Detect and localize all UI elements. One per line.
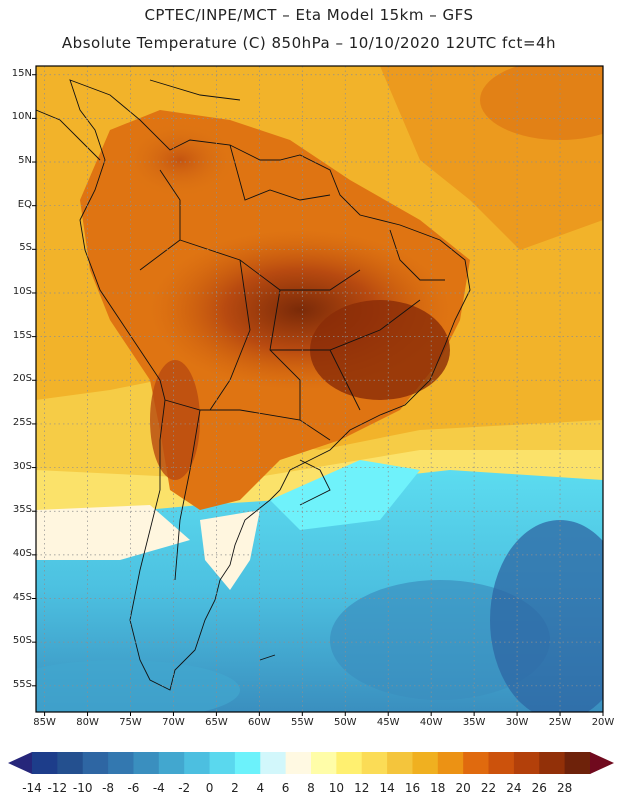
- colorbar-swatch: [184, 752, 211, 774]
- colorbar: [8, 752, 614, 774]
- lon-tick-label: 25W: [548, 717, 572, 728]
- colorbar-label: 28: [556, 781, 573, 795]
- colorbar-label: 24: [506, 781, 522, 795]
- colorbar-label: 12: [354, 781, 370, 795]
- lat-tick-label: 30S: [12, 460, 32, 472]
- colorbar-label: 4: [256, 781, 265, 795]
- lon-tick-label: 45W: [376, 717, 400, 728]
- lon-tick-label: 80W: [76, 717, 99, 728]
- lon-tick-label: 20W: [591, 717, 615, 728]
- lon-tick-label: 40W: [419, 717, 443, 728]
- colorbar-swatch: [513, 752, 540, 774]
- colorbar-label: -2: [178, 781, 191, 795]
- gridlines: [36, 66, 603, 712]
- lon-tick-label: 55W: [291, 717, 314, 728]
- colorbar-label: 26: [531, 781, 547, 795]
- temperature-map: [32, 65, 604, 716]
- map-frame: [35, 65, 604, 713]
- lon-tick-label: 65W: [205, 717, 228, 728]
- colorbar-label: 20: [455, 781, 471, 795]
- colorbar-swatch: [539, 752, 566, 774]
- colorbar-label: 0: [205, 781, 214, 795]
- colorbar-swatch: [108, 752, 134, 774]
- lon-tick-label: 50W: [333, 717, 357, 728]
- lon-tick-label: 85W: [33, 717, 56, 728]
- lat-tick-label: 45S: [12, 591, 32, 603]
- colorbar-swatch: [260, 752, 287, 774]
- lat-tick-label: 20S: [12, 373, 32, 385]
- colorbar-low-arrow: [8, 752, 32, 774]
- lon-tick-label: 70W: [162, 717, 185, 728]
- colorbar-swatch: [437, 752, 464, 774]
- colorbar-swatch: [564, 752, 591, 774]
- lon-tick-label: 35W: [462, 717, 486, 728]
- colorbar-swatch: [387, 752, 413, 774]
- lon-tick-label: 30W: [505, 717, 529, 728]
- colorbar-swatch: [209, 752, 236, 774]
- colorbar-label: 8: [307, 781, 315, 795]
- lon-tick-label: 60W: [248, 717, 271, 728]
- colorbar-swatch: [361, 752, 388, 774]
- lat-tick-label: 55S: [12, 678, 32, 690]
- colorbar-swatch: [311, 752, 337, 774]
- lat-tick-label: 25S: [12, 416, 32, 428]
- lat-tick-label: 50S: [12, 635, 32, 647]
- colorbar-label: 2: [231, 781, 239, 795]
- lat-tick-label: 15N: [11, 67, 32, 79]
- colorbar-label: 14: [379, 781, 395, 795]
- colorbar-high-arrow: [590, 752, 614, 774]
- colorbar-label: 16: [404, 781, 421, 795]
- colorbar-swatch: [133, 752, 160, 774]
- coastline-borders: [36, 79, 471, 691]
- lon-tick-label: 75W: [119, 717, 142, 728]
- colorbar-swatch: [488, 752, 515, 774]
- colorbar-swatch: [412, 752, 439, 774]
- title-line-2: Absolute Temperature (C) 850hPa – 10/10/…: [61, 34, 557, 52]
- colorbar-swatch: [32, 752, 58, 774]
- lat-tick-label: 10N: [11, 111, 32, 123]
- lat-tick-label: 35S: [12, 504, 32, 516]
- colorbar-label: -8: [102, 781, 115, 795]
- colorbar-swatch: [463, 752, 490, 774]
- colorbar-label: -10: [72, 781, 93, 795]
- temperature-field: [36, 66, 603, 712]
- lat-tick-label: 5N: [18, 155, 32, 167]
- colorbar-swatch: [57, 752, 84, 774]
- lat-tick-label: 40S: [12, 547, 32, 559]
- lat-tick-label: 10S: [12, 285, 32, 297]
- colorbar-label: -12: [47, 781, 68, 795]
- axis-ticks: [32, 74, 604, 716]
- lat-tick-label: EQ: [17, 198, 32, 210]
- lat-tick-label: 5S: [19, 242, 32, 254]
- colorbar-swatch: [336, 752, 363, 774]
- colorbar-swatch: [234, 752, 261, 774]
- colorbar-swatch: [82, 752, 109, 774]
- colorbar-label: 10: [328, 781, 344, 795]
- colorbar-swatch: [158, 752, 185, 774]
- colorbar-label: 22: [480, 781, 497, 795]
- colorbar-label: 6: [281, 781, 290, 795]
- colorbar-label: -6: [127, 781, 140, 795]
- colorbar-label: -14: [22, 781, 42, 795]
- colorbar-label: 18: [430, 781, 446, 795]
- title-line-1: CPTEC/INPE/MCT – Eta Model 15km – GFS: [144, 6, 474, 24]
- colorbar-label: -4: [152, 781, 165, 795]
- colorbar-swatch: [285, 752, 312, 774]
- lat-tick-label: 15S: [12, 329, 32, 341]
